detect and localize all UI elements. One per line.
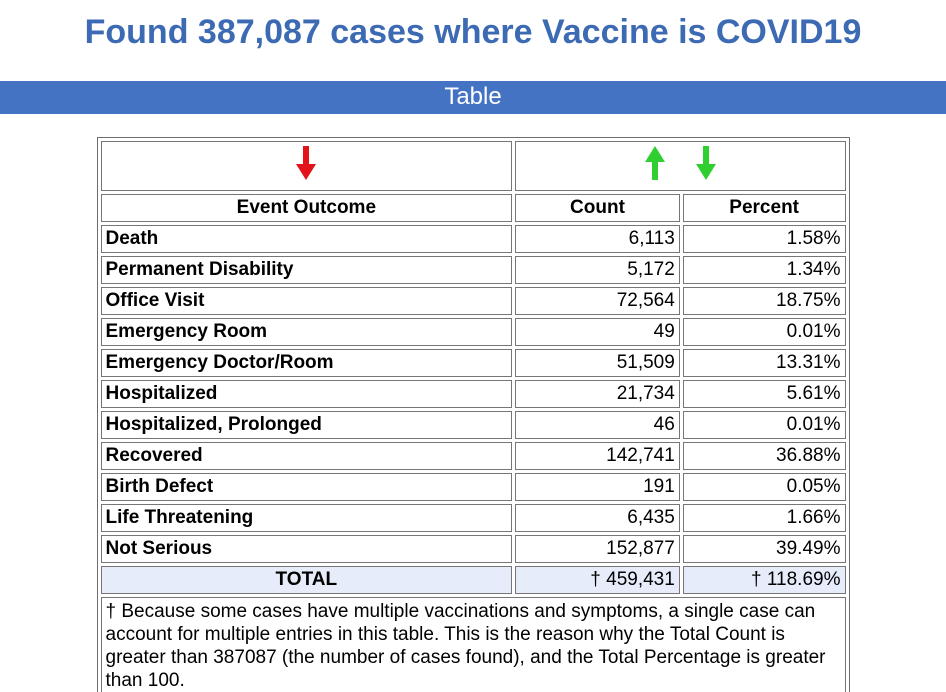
table-row: Emergency Room 49 0.01%	[100, 318, 846, 346]
footnote-text: † Because some cases have multiple vacci…	[100, 597, 846, 692]
count-value: 21,734	[515, 380, 680, 408]
total-percent-value: † 118.69%	[682, 566, 846, 594]
event-outcome-table: Event Outcome Count Percent Death 6,113 …	[96, 137, 850, 692]
green-down-arrow-icon[interactable]	[693, 144, 719, 188]
table-section-bar: Table	[0, 81, 946, 114]
outcome-label: Birth Defect	[100, 473, 513, 501]
count-value: 191	[515, 473, 680, 501]
percent-value: 13.31%	[682, 349, 846, 377]
count-value: 5,172	[515, 256, 680, 284]
outcome-label: Death	[100, 225, 513, 253]
sort-arrow-row	[100, 141, 846, 191]
count-value: 51,509	[515, 349, 680, 377]
green-up-arrow-icon[interactable]	[642, 144, 668, 188]
count-value: 49	[515, 318, 680, 346]
percent-value: 18.75%	[682, 287, 846, 315]
count-value: 6,113	[515, 225, 680, 253]
percent-value: 0.01%	[682, 318, 846, 346]
count-value: 72,564	[515, 287, 680, 315]
outcome-label: Emergency Room	[100, 318, 513, 346]
count-value: 46	[515, 411, 680, 439]
value-sort-cell[interactable]	[515, 141, 846, 191]
percent-value: 36.88%	[682, 442, 846, 470]
outcome-sort-cell[interactable]	[100, 141, 513, 191]
outcome-label: Recovered	[100, 442, 513, 470]
percent-value: 0.05%	[682, 473, 846, 501]
outcome-label: Hospitalized, Prolonged	[100, 411, 513, 439]
outcome-label: Hospitalized	[100, 380, 513, 408]
count-value: 152,877	[515, 535, 680, 563]
table-row: Life Threatening 6,435 1.66%	[100, 504, 846, 532]
table-row: Recovered 142,741 36.88%	[100, 442, 846, 470]
red-down-arrow-icon[interactable]	[293, 144, 319, 188]
outcome-label: Permanent Disability	[100, 256, 513, 284]
percent-value: 5.61%	[682, 380, 846, 408]
footnote-row: † Because some cases have multiple vacci…	[100, 597, 846, 692]
outcome-label: Office Visit	[100, 287, 513, 315]
table-row: Birth Defect 191 0.05%	[100, 473, 846, 501]
table-row: Not Serious 152,877 39.49%	[100, 535, 846, 563]
outcome-label: Life Threatening	[100, 504, 513, 532]
total-count-value: † 459,431	[515, 566, 680, 594]
percent-value: 39.49%	[682, 535, 846, 563]
column-header-percent: Percent	[682, 194, 846, 222]
outcome-label: Emergency Doctor/Room	[100, 349, 513, 377]
percent-value: 1.58%	[682, 225, 846, 253]
percent-value: 1.66%	[682, 504, 846, 532]
table-row: Office Visit 72,564 18.75%	[100, 287, 846, 315]
total-row: TOTAL † 459,431 † 118.69%	[100, 566, 846, 594]
total-label: TOTAL	[100, 566, 513, 594]
table-row: Hospitalized 21,734 5.61%	[100, 380, 846, 408]
percent-value: 0.01%	[682, 411, 846, 439]
table-row: Permanent Disability 5,172 1.34%	[100, 256, 846, 284]
page-title: Found 387,087 cases where Vaccine is COV…	[84, 13, 862, 51]
column-header-event-outcome: Event Outcome	[100, 194, 513, 222]
table-header-row: Event Outcome Count Percent	[100, 194, 846, 222]
count-value: 6,435	[515, 504, 680, 532]
table-section-label: Table	[444, 83, 502, 110]
column-header-count: Count	[515, 194, 680, 222]
count-value: 142,741	[515, 442, 680, 470]
table-row: Emergency Doctor/Room 51,509 13.31%	[100, 349, 846, 377]
percent-value: 1.34%	[682, 256, 846, 284]
outcome-label: Not Serious	[100, 535, 513, 563]
table-row: Hospitalized, Prolonged 46 0.01%	[100, 411, 846, 439]
table-row: Death 6,113 1.58%	[100, 225, 846, 253]
